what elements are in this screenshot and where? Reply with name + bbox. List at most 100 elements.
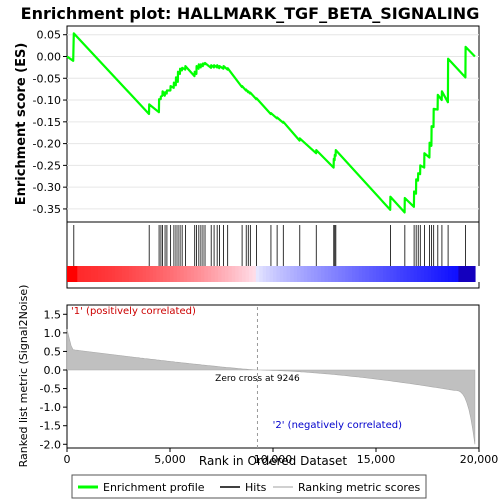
metric-area xyxy=(66,329,476,445)
color-bar-segment xyxy=(314,266,319,282)
color-bar-segment xyxy=(231,266,236,282)
metric-tick-label: 0.5 xyxy=(44,345,62,358)
legend-label-enrichment: Enrichment profile xyxy=(103,481,205,494)
color-bar-segment xyxy=(393,266,398,282)
color-bar-segment xyxy=(183,266,188,282)
color-bar-segment xyxy=(163,266,168,282)
chart-title: Enrichment plot: HALLMARK_TGF_BETA_SIGNA… xyxy=(21,4,480,23)
color-bar-segment xyxy=(132,266,137,282)
hit-markers xyxy=(73,225,467,266)
color-bar-segment xyxy=(197,266,202,282)
color-bar-segment xyxy=(166,266,171,282)
legend-label-metric: Ranking metric scores xyxy=(298,481,420,494)
color-bar-segment xyxy=(108,266,113,282)
color-bar-segment xyxy=(389,266,394,282)
x-axis-label: Rank in Ordered Dataset xyxy=(199,454,347,468)
color-bar-segment xyxy=(224,266,229,282)
color-bar-segment xyxy=(437,266,442,282)
color-bar-segment xyxy=(262,266,267,282)
color-bar-segment xyxy=(372,266,377,282)
color-bar-segment xyxy=(80,266,85,282)
metric-tick-label: -1.0 xyxy=(40,401,61,414)
color-bar-segment xyxy=(149,266,154,282)
color-bar-segment xyxy=(327,266,332,282)
color-bar-segment xyxy=(334,266,339,282)
color-bar-segment xyxy=(152,266,157,282)
metric-y-ticks: 1.5 1.0 0.5 0.0 -0.5 -1.0 -1.5 -2.0 xyxy=(40,308,67,451)
color-bar-segment xyxy=(430,266,435,282)
color-bar-segment xyxy=(345,266,350,282)
color-bar-segment xyxy=(125,266,130,282)
color-bar-segment xyxy=(279,266,284,282)
color-bar-segment xyxy=(115,266,120,282)
color-bar-segment xyxy=(307,266,312,282)
color-bar-segment xyxy=(434,266,439,282)
color-bar-segment xyxy=(420,266,425,282)
color-bar-segment xyxy=(97,266,102,282)
color-bar-segment xyxy=(386,266,391,282)
color-bar-segment xyxy=(297,266,302,282)
color-bar-segment xyxy=(173,266,178,282)
color-bar-segment xyxy=(341,266,346,282)
color-bar-segment xyxy=(300,266,305,282)
color-bar-segment xyxy=(218,266,223,282)
metric-tick-label: 1.5 xyxy=(44,308,62,321)
color-bar-segment xyxy=(194,266,199,282)
color-bar-segment xyxy=(338,266,343,282)
color-bar-segment xyxy=(475,266,480,282)
color-bar-segment xyxy=(94,266,99,282)
legend: Enrichment profile Hits Ranking metric s… xyxy=(71,474,427,499)
color-bar-segment xyxy=(176,266,181,282)
color-bar-segment xyxy=(190,266,195,282)
color-bar-segment xyxy=(286,266,291,282)
color-bar-segment xyxy=(118,266,123,282)
color-bar-segment xyxy=(121,266,126,282)
color-bar-segment xyxy=(448,266,453,282)
metric-tick-label: -1.5 xyxy=(40,420,61,433)
color-bar-segment xyxy=(266,266,271,282)
color-bar-segment xyxy=(376,266,381,282)
color-bar-segment xyxy=(228,266,233,282)
color-bar-segment xyxy=(331,266,336,282)
color-bar-segment xyxy=(238,266,243,282)
negative-label: '2' (negatively correlated) xyxy=(273,420,402,431)
color-bar-segment xyxy=(283,266,288,282)
color-bar-segment xyxy=(242,266,247,282)
color-bar-segment xyxy=(406,266,411,282)
x-tick-label: 10,000 xyxy=(254,453,293,466)
es-tick-label: -0.20 xyxy=(33,138,61,151)
color-bar-segment xyxy=(204,266,209,282)
color-bar-segment xyxy=(70,266,75,282)
es-curve xyxy=(66,32,476,214)
color-bar-segment xyxy=(139,266,144,282)
es-tick-label: -0.25 xyxy=(33,159,61,172)
color-bar-segment xyxy=(365,266,370,282)
color-bar-segment xyxy=(379,266,384,282)
color-bar-segment xyxy=(73,266,78,282)
positive-label: '1' (positively correlated) xyxy=(71,306,196,317)
color-bar-segment xyxy=(417,266,422,282)
color-bar-segment xyxy=(77,266,82,282)
es-panel xyxy=(66,25,480,223)
color-bar-segment xyxy=(458,266,463,282)
es-tick-label: -0.35 xyxy=(33,203,61,216)
color-bar-segment xyxy=(362,266,367,282)
x-tick-label: 0 xyxy=(64,453,71,466)
metric-tick-label: -2.0 xyxy=(40,438,61,451)
zero-cross-label: Zero cross at 9246 xyxy=(215,374,300,384)
color-bar-segment xyxy=(111,266,116,282)
es-line xyxy=(66,32,476,214)
x-tick-label: 5,000 xyxy=(154,453,186,466)
color-bar-segment xyxy=(84,266,89,282)
color-bar-segment xyxy=(410,266,415,282)
color-bar-segment xyxy=(180,266,185,282)
es-tick-label: 0.00 xyxy=(37,50,62,63)
color-bar-segment xyxy=(273,266,278,282)
color-bar-segment xyxy=(235,266,240,282)
color-bar-segment xyxy=(207,266,212,282)
color-bar-segment xyxy=(248,266,253,282)
color-bar-segment xyxy=(290,266,295,282)
es-tick-label: -0.15 xyxy=(33,116,61,129)
color-bar-segment xyxy=(424,266,429,282)
